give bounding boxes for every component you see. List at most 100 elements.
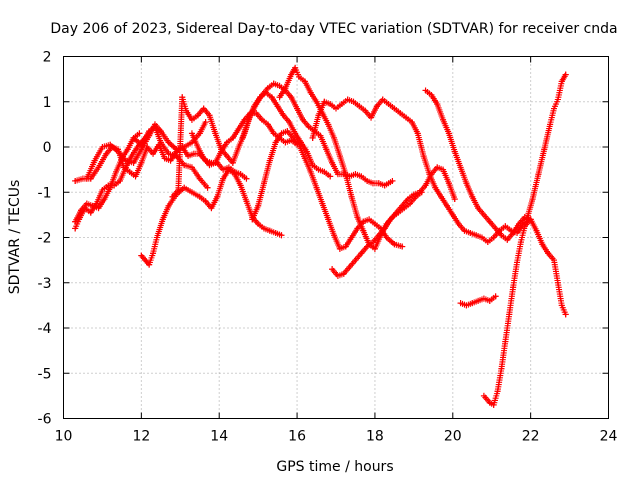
- data-point: [276, 82, 283, 89]
- data-point: [243, 175, 250, 182]
- data-point: [455, 220, 462, 227]
- data-point: [333, 105, 339, 112]
- data-point: [338, 101, 345, 108]
- data-point: [212, 159, 219, 166]
- data-point: [354, 225, 361, 232]
- data-point: [369, 239, 376, 246]
- data-point: [99, 144, 106, 150]
- data-point: [231, 171, 238, 178]
- data-point: [72, 225, 79, 232]
- y-tick-label: -2: [38, 231, 52, 247]
- data-point: [136, 130, 143, 137]
- data-point: [498, 365, 505, 372]
- data-point: [200, 155, 207, 162]
- y-axis-label: SDTVAR / TECUs: [7, 180, 23, 295]
- data-point: [473, 232, 480, 239]
- data-point: [399, 243, 406, 250]
- data-point: [331, 134, 338, 141]
- data-point: [348, 193, 355, 200]
- data-point: [206, 162, 213, 169]
- data-point: [107, 141, 114, 148]
- x-tick-label: 14: [210, 429, 228, 445]
- data-point: [188, 139, 195, 146]
- data-point: [457, 164, 464, 171]
- data-point: [196, 130, 203, 137]
- data-point: [463, 302, 470, 309]
- series-sat-k: [276, 64, 425, 252]
- data-point: [165, 202, 172, 209]
- data-point: [89, 202, 96, 209]
- data-point: [235, 125, 242, 132]
- data-point: [239, 134, 246, 141]
- data-point: [91, 157, 98, 164]
- data-point: [484, 239, 491, 246]
- data-point: [290, 134, 297, 141]
- data-point: [451, 196, 458, 203]
- data-point: [146, 128, 153, 135]
- data-point: [315, 166, 322, 173]
- data-point: [309, 162, 316, 169]
- data-point: [492, 225, 499, 232]
- data-point: [369, 180, 376, 187]
- data-point: [237, 171, 244, 178]
- data-point: [422, 87, 429, 94]
- data-point: [451, 148, 458, 155]
- x-tick-label: 24: [600, 429, 618, 445]
- data-point: [150, 150, 157, 157]
- data-point: [169, 193, 176, 200]
- data-point: [438, 193, 445, 200]
- data-point: [352, 257, 359, 264]
- series-sat-j: [239, 89, 334, 180]
- data-point: [354, 214, 361, 221]
- data-point: [286, 119, 293, 126]
- data-point: [340, 270, 347, 277]
- data-point: [432, 184, 439, 191]
- data-point: [138, 252, 145, 259]
- data-point: [284, 128, 291, 135]
- data-point: [547, 121, 554, 128]
- data-point: [259, 116, 266, 123]
- data-point: [551, 257, 557, 264]
- data-point: [214, 193, 221, 200]
- data-point: [188, 189, 195, 196]
- series-sat-l: [309, 96, 532, 246]
- x-tick-label: 16: [288, 429, 306, 445]
- data-point: [188, 130, 195, 137]
- data-point: [309, 134, 316, 141]
- data-point: [146, 261, 153, 268]
- data-point: [200, 105, 207, 112]
- data-point: [206, 112, 213, 119]
- data-point: [554, 279, 561, 286]
- data-point: [224, 139, 230, 146]
- series-markers: [309, 96, 532, 246]
- series-sat-m: [329, 164, 458, 279]
- data-point: [323, 146, 330, 153]
- data-point: [321, 98, 328, 105]
- data-point: [301, 78, 308, 85]
- data-point: [562, 311, 569, 318]
- data-point: [391, 105, 398, 112]
- data-point: [533, 227, 540, 234]
- data-point: [517, 239, 524, 246]
- data-point: [368, 114, 375, 121]
- data-point: [502, 338, 509, 345]
- data-point: [336, 245, 343, 252]
- data-point: [262, 89, 269, 96]
- data-point: [506, 311, 513, 318]
- series-line: [483, 218, 567, 406]
- data-point: [414, 130, 421, 137]
- data-point: [514, 259, 521, 266]
- data-point: [196, 193, 203, 200]
- series-markers: [422, 87, 534, 243]
- data-point: [523, 216, 530, 223]
- data-point: [554, 96, 561, 103]
- data-point: [264, 121, 271, 128]
- data-point: [237, 182, 244, 189]
- data-point: [494, 388, 501, 395]
- data-point: [181, 144, 188, 150]
- data-point: [364, 177, 371, 184]
- data-point: [303, 148, 310, 155]
- data-point: [480, 295, 487, 302]
- data-point: [181, 162, 188, 169]
